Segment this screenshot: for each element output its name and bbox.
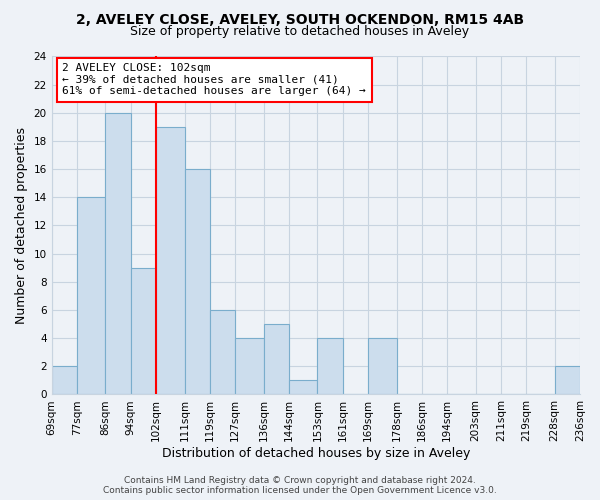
- Text: Contains HM Land Registry data © Crown copyright and database right 2024.
Contai: Contains HM Land Registry data © Crown c…: [103, 476, 497, 495]
- Bar: [554, 366, 580, 394]
- Text: 2, AVELEY CLOSE, AVELEY, SOUTH OCKENDON, RM15 4AB: 2, AVELEY CLOSE, AVELEY, SOUTH OCKENDON,…: [76, 12, 524, 26]
- Bar: [52, 366, 77, 394]
- Bar: [317, 338, 343, 394]
- Text: Size of property relative to detached houses in Aveley: Size of property relative to detached ho…: [130, 25, 470, 38]
- Bar: [156, 127, 185, 394]
- Bar: [235, 338, 263, 394]
- Bar: [77, 198, 106, 394]
- Text: 2 AVELEY CLOSE: 102sqm
← 39% of detached houses are smaller (41)
61% of semi-det: 2 AVELEY CLOSE: 102sqm ← 39% of detached…: [62, 64, 366, 96]
- Y-axis label: Number of detached properties: Number of detached properties: [15, 127, 28, 324]
- X-axis label: Distribution of detached houses by size in Aveley: Distribution of detached houses by size …: [161, 447, 470, 460]
- Bar: [210, 310, 235, 394]
- Bar: [289, 380, 317, 394]
- Bar: [185, 169, 210, 394]
- Bar: [368, 338, 397, 394]
- Bar: [263, 324, 289, 394]
- Bar: [131, 268, 156, 394]
- Bar: [106, 113, 131, 394]
